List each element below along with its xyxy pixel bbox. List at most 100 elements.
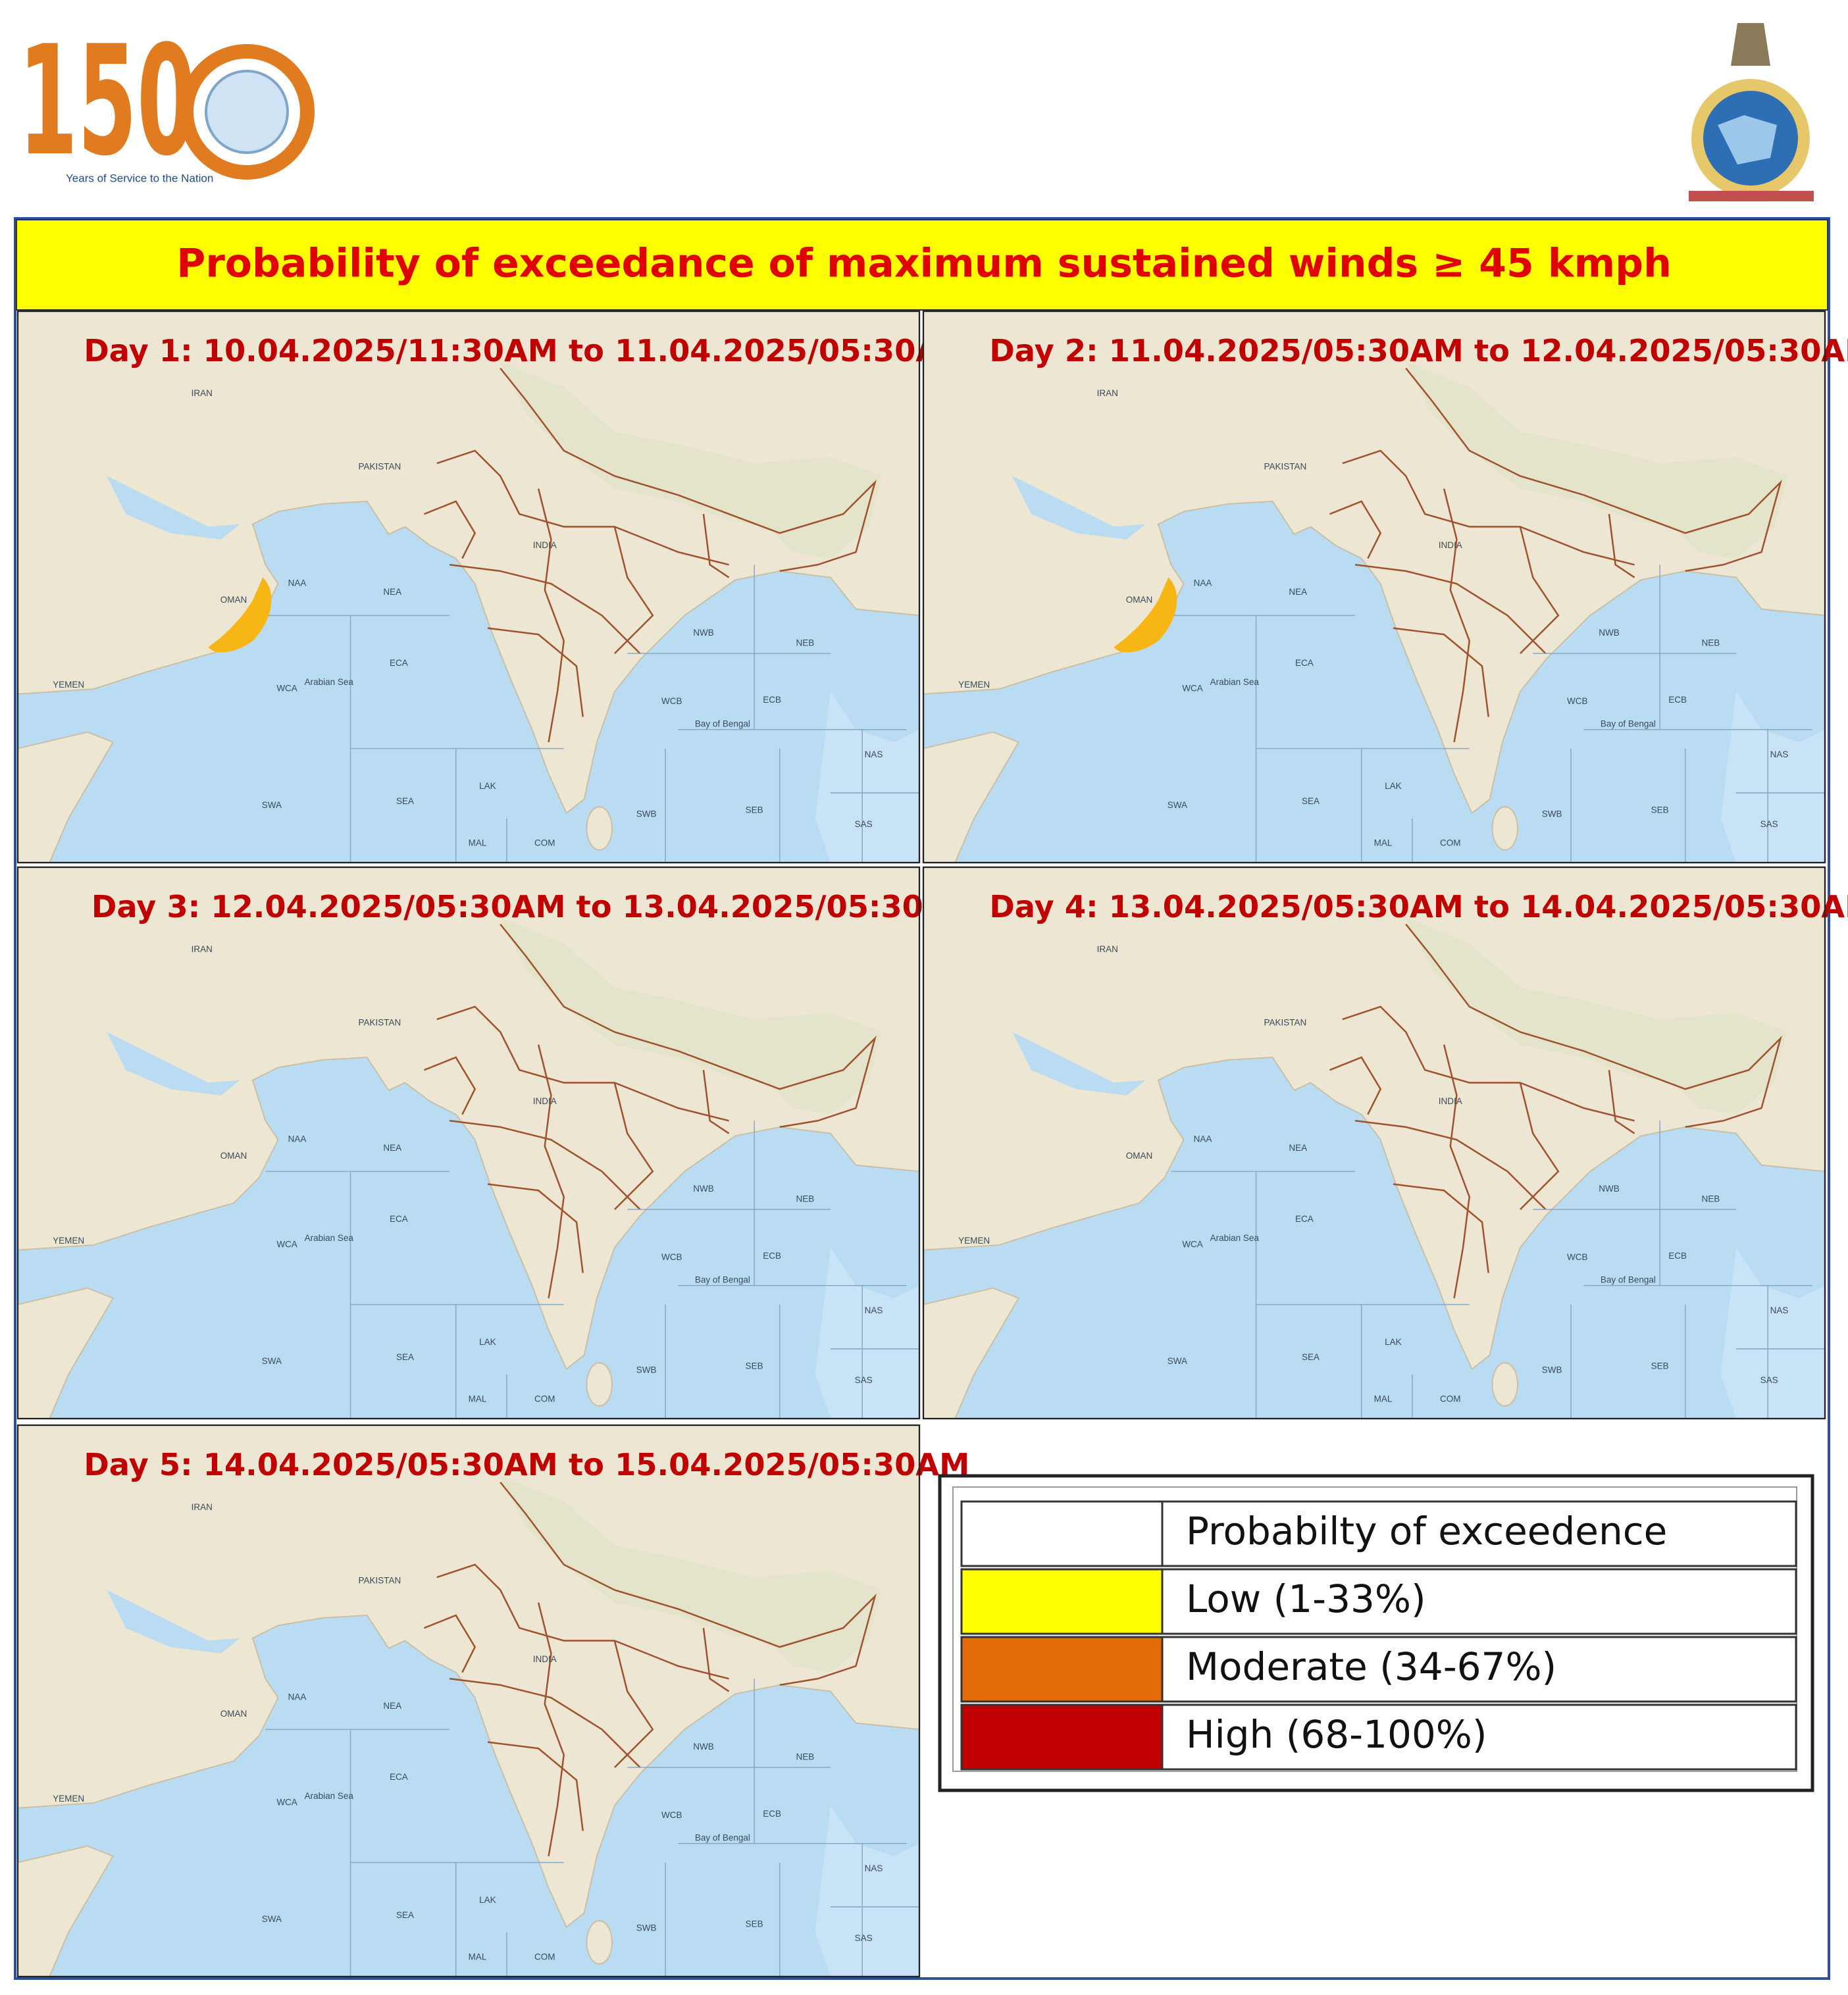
map-label: NEB [796,1752,814,1761]
map-label: OMAN [1126,1151,1153,1161]
panel-border [922,866,1826,1420]
map-label: LAK [479,1895,496,1905]
probability-area [1114,577,1177,653]
map-label: NEA [1289,1143,1307,1153]
map-panel: IRAN PAKISTAN INDIA OMAN YEMEN NAA NEA WCA ECA SW… [16,866,977,1420]
map-label: SWB [1542,809,1562,819]
map-label: SEA [1302,796,1320,806]
map-label: IRAN [1097,388,1118,398]
map-panel: IRAN PAKISTAN INDIA OMAN YEMEN NAA NEA WCA ECA SW… [922,866,1848,1420]
map-label: Bay of Bengal [695,719,750,729]
day-label: Day 2: 11.04.2025/05:30AM to 12.04.2025/… [989,333,1848,368]
map-label: MAL [1374,838,1393,848]
panel-border [16,310,921,864]
map-label: OMAN [1126,595,1153,605]
map-label: PAKISTAN [359,1576,401,1586]
legend-swatch [960,1704,1164,1771]
logo-number: 150 [18,14,196,189]
map-label: SEB [746,1919,763,1929]
map-label: NWB [693,628,713,638]
map-label: SWA [262,800,282,810]
map-label: SWA [262,1914,282,1924]
map-label: PAKISTAN [359,1018,401,1028]
legend-heading: Probabilty of exceedence [1186,1509,1667,1553]
panel-border [922,310,1826,864]
basemap [922,866,1826,1420]
map-label: PAKISTAN [359,462,401,472]
map-label: NAA [288,1134,307,1144]
map-label: NWB [693,1184,713,1194]
map-label: IRAN [192,388,213,398]
map-label: NAS [865,1863,883,1873]
map-label: NAS [865,749,883,759]
map-label: COM [1440,838,1460,848]
basemap [16,866,921,1420]
map-label: NEB [1701,1194,1720,1203]
map-label: SAS [1760,819,1778,829]
map-label: MAL [469,1952,487,1962]
map-label: YEMEN [53,1794,84,1804]
map-label: COM [534,1394,555,1404]
legend-label: Moderate (34-67%) [1186,1644,1556,1689]
map-label: SWB [636,1923,657,1932]
map-label: SAS [1760,1375,1778,1385]
map-label: SAS [855,1933,873,1943]
map-label: Bay of Bengal [1601,1275,1656,1285]
map-label: INDIA [1439,540,1462,550]
legend-cell [1161,1704,1797,1771]
map-label: INDIA [533,1096,557,1106]
map-label: IRAN [192,1502,213,1512]
map-label: YEMEN [958,1236,990,1246]
map-label: INDIA [1439,1096,1462,1106]
map-label: INDIA [533,540,557,550]
map-label: WCA [1182,1240,1202,1250]
map-label: INDIA [533,1654,557,1664]
map-label: SEB [746,1361,763,1371]
map-panel: IRAN PAKISTAN INDIA OMAN YEMEN NAA NEA WCA ECA SW… [922,310,1848,864]
map-label: YEMEN [53,1236,84,1246]
map-label: NAA [288,578,307,588]
map-label: SEB [746,805,763,815]
map-label: NWB [1599,628,1619,638]
map-label: NAA [1194,1134,1212,1144]
map-label: NEA [1289,587,1307,597]
map-label: OMAN [220,1709,247,1719]
map-label: WCB [1567,696,1587,706]
logo-tagline: Years of Service to the Nation [66,172,213,184]
header: 150 Years of Service to the Nation [18,14,1818,204]
map-label: Arabian Sea [305,1233,354,1243]
map-label: PAKISTAN [1264,1018,1307,1028]
map-label: WCB [661,1810,682,1820]
map-label: SWA [1168,800,1187,810]
map-label: SAS [855,1375,873,1385]
map-label: ECA [1295,1214,1314,1224]
map-label: NEA [383,1701,401,1711]
map-label: MAL [469,838,487,848]
map-label: SWB [1542,1365,1562,1375]
map-label: NEA [383,1143,401,1153]
legend-cell [1161,1568,1797,1635]
map-label: ECB [763,1809,781,1819]
panel-border [16,1424,921,1978]
map-label: SEA [396,796,414,806]
map-label: ECB [1668,695,1687,705]
map-label: OMAN [220,1151,247,1161]
map-label: NEA [383,587,401,597]
day-label: Day 5: 14.04.2025/05:30AM to 15.04.2025/… [84,1447,969,1482]
map-label: WCB [661,1252,682,1262]
map-label: LAK [1385,781,1402,791]
map-label: LAK [479,781,496,791]
basemap [16,310,921,864]
panel-border [16,866,921,1420]
map-label: SEA [396,1910,414,1920]
map-label: Arabian Sea [1210,1233,1260,1243]
legend-label: High (68-100%) [1186,1712,1487,1757]
map-label: Arabian Sea [305,677,354,687]
legend-label: Low (1-33%) [1186,1577,1426,1621]
map-label: LAK [1385,1337,1402,1347]
map-label: NEB [796,1194,814,1203]
map-label: NAA [1194,578,1212,588]
map-label: WCA [1182,684,1202,694]
day-label: Day 3: 12.04.2025/05:30AM to 13.04.2025/… [91,889,977,924]
